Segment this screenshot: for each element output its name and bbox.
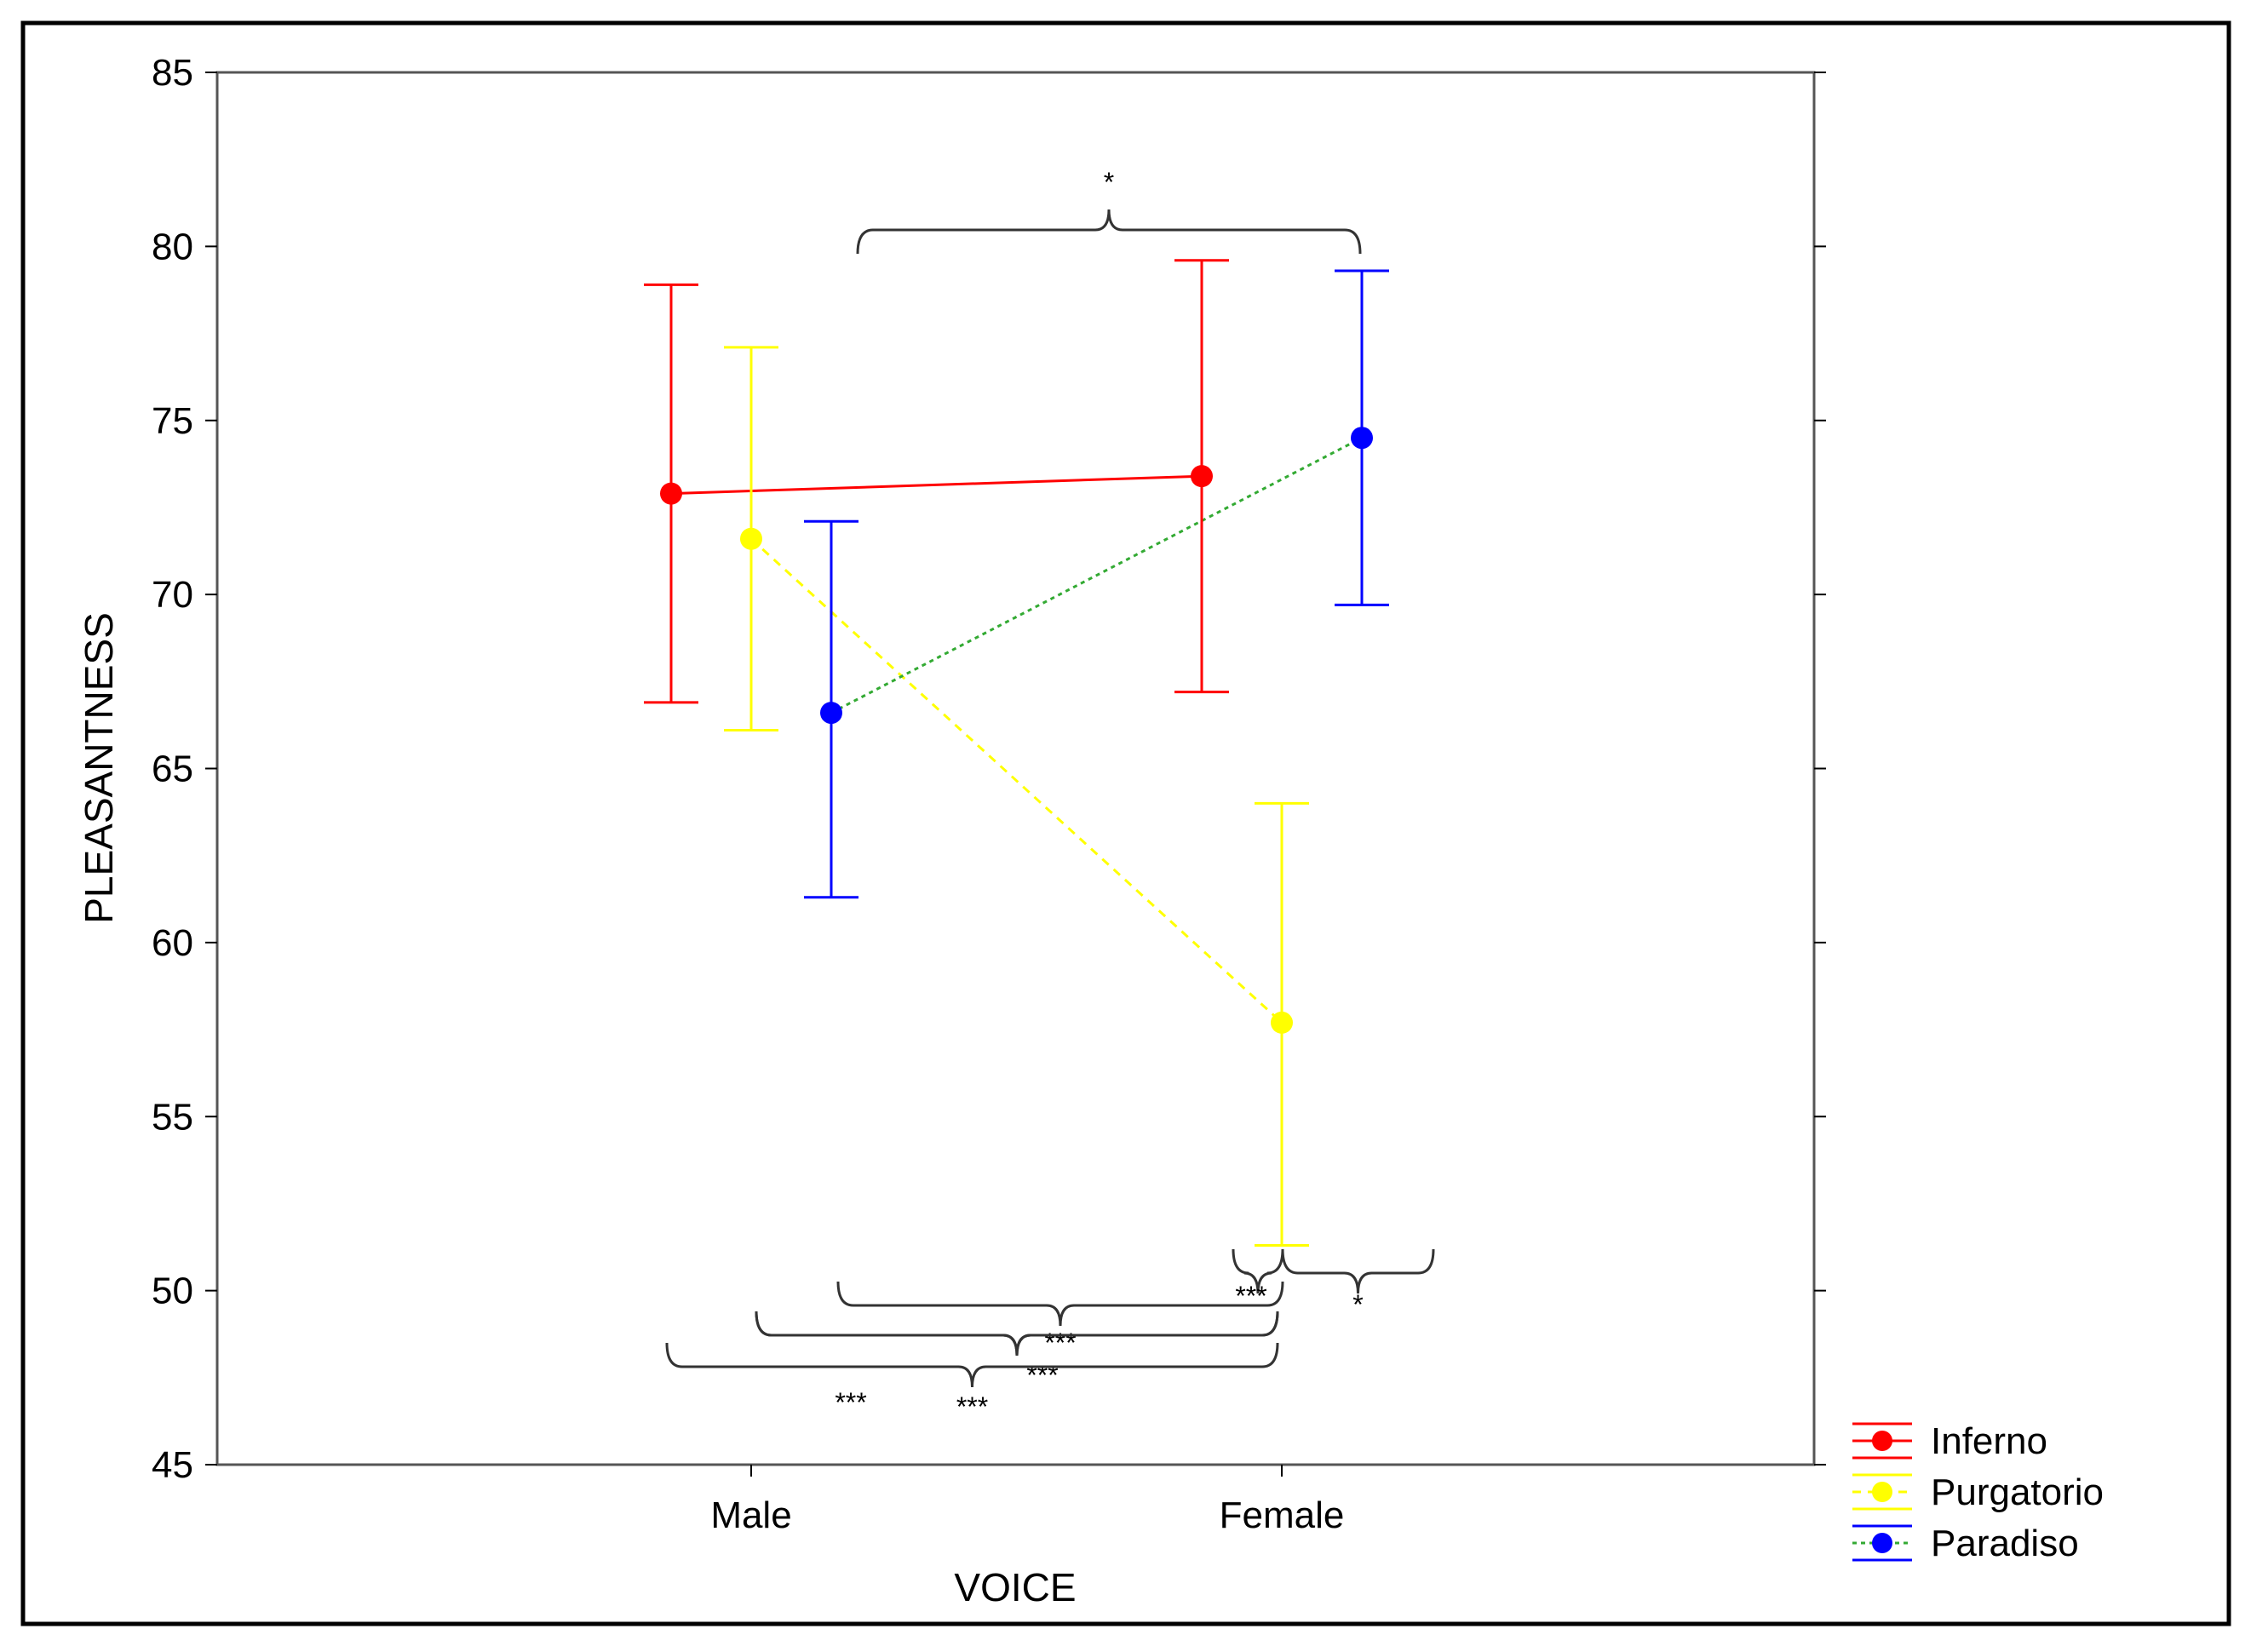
- legend-label: Inferno: [1931, 1420, 2047, 1462]
- y-tick-label: 85: [152, 52, 193, 94]
- y-tick-label: 60: [152, 922, 193, 964]
- series-line-purgatorio: [749, 537, 1283, 1024]
- significance-brackets: *****************: [665, 167, 1435, 1422]
- data-point-inferno: [1191, 465, 1213, 488]
- data-point-purgatorio: [740, 527, 762, 550]
- y-tick-label: 50: [152, 1271, 193, 1312]
- data-point-purgatorio: [1271, 1011, 1293, 1034]
- legend: Inferno Purgatorio Paradiso: [1852, 1420, 2104, 1564]
- significance-label: ***: [1235, 1281, 1266, 1311]
- y-tick-label: 65: [152, 749, 193, 790]
- y-tick-label: 80: [152, 226, 193, 267]
- series-line-inferno: [670, 474, 1203, 496]
- y-tick-label: 45: [152, 1444, 193, 1486]
- significance-bracket: [1281, 1248, 1435, 1294]
- legend-label: Paradiso: [1931, 1523, 2079, 1564]
- y-axis-title: PLEASANTNESS: [77, 612, 121, 924]
- significance-label: ***: [1026, 1360, 1058, 1391]
- data-point-paradiso: [1351, 427, 1373, 450]
- data-point-paradiso: [820, 702, 842, 725]
- x-axis-title: VOICE: [954, 1565, 1076, 1609]
- y-tick-label: 55: [152, 1096, 193, 1138]
- x-tick-label: Female: [1220, 1494, 1345, 1536]
- legend-marker-paradiso: [1872, 1533, 1892, 1553]
- y-axis: 45 50 55 60 65 70 75 80 85: [152, 52, 1826, 1486]
- x-axis: Male Female: [710, 1465, 1344, 1536]
- significance-bracket: [836, 1281, 1284, 1327]
- legend-marker-inferno: [1872, 1431, 1892, 1451]
- significance-bracket: [1232, 1248, 1284, 1294]
- legend-marker-purgatorio: [1872, 1482, 1892, 1502]
- significance-label: *: [1352, 1289, 1363, 1320]
- y-tick-label: 75: [152, 400, 193, 442]
- significance-bracket: [856, 209, 1362, 255]
- significance-label: ***: [1044, 1328, 1076, 1358]
- series-layer: [644, 259, 1389, 1247]
- y-tick-label: 70: [152, 574, 193, 616]
- significance-bracket: [755, 1311, 1279, 1357]
- legend-label: Purgatorio: [1931, 1471, 2104, 1513]
- x-tick-label: Male: [710, 1494, 791, 1536]
- series-line-paradiso: [830, 436, 1363, 714]
- significance-bracket: [665, 1342, 1279, 1388]
- data-point-inferno: [660, 482, 682, 505]
- significance-label: ***: [956, 1391, 988, 1422]
- significance-label: ***: [835, 1387, 866, 1418]
- significance-label: *: [1104, 167, 1114, 198]
- figure-border: [20, 20, 2231, 1626]
